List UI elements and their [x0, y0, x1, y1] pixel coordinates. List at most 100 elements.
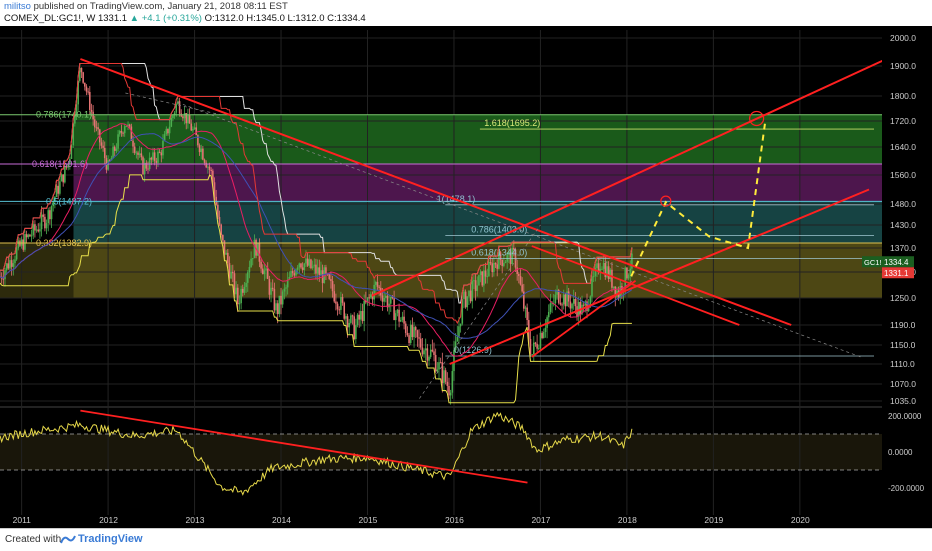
candle-body — [158, 151, 161, 153]
candle-body — [562, 294, 565, 305]
candle-body — [383, 297, 385, 302]
candle-body — [499, 252, 502, 260]
candle-body — [591, 276, 593, 297]
candle-body — [604, 262, 607, 277]
candle-body — [30, 235, 33, 237]
candle-body — [481, 271, 484, 286]
candle-body — [381, 295, 384, 302]
candle-body — [391, 296, 394, 299]
tradingview-brand[interactable]: TradingView — [78, 533, 143, 545]
candle-body — [376, 281, 379, 287]
candle-body — [190, 123, 193, 131]
candle-body — [263, 270, 266, 275]
price-chart[interactable]: 0.786(1740.1) 0.618(1591.6) 0.5(1487.2) 0.3… — [0, 26, 932, 528]
candle-body — [163, 134, 166, 141]
candle-body — [212, 170, 214, 183]
price-tick-8: 1370.0 — [890, 243, 916, 253]
candle-body — [584, 301, 587, 306]
author-link[interactable]: militso — [4, 1, 31, 12]
candle-body — [273, 289, 276, 311]
candle-body — [526, 307, 528, 321]
candle-body — [426, 348, 429, 361]
candle-body — [524, 307, 527, 309]
candle-body — [283, 288, 286, 292]
candle-body — [443, 370, 445, 384]
price-change: +4.1 (+0.31%) — [141, 13, 202, 24]
candle-body — [227, 252, 229, 264]
candle-body — [353, 316, 355, 340]
candle-body — [572, 299, 575, 304]
candle-body — [541, 332, 543, 338]
candle-body — [200, 148, 203, 153]
candle-body — [571, 303, 573, 309]
candle-body — [50, 206, 53, 220]
candle-body — [25, 234, 28, 238]
candle-body — [291, 271, 294, 274]
time-tick-9: 2020 — [791, 515, 810, 525]
candle-body — [70, 145, 73, 160]
candle-body — [132, 140, 134, 147]
candle-body — [69, 159, 71, 164]
candle-body — [403, 316, 405, 324]
candle-body — [404, 323, 407, 334]
candle-body — [57, 185, 60, 194]
candle-body — [147, 168, 149, 170]
last-price-tag-bg — [882, 256, 914, 268]
candle-body — [261, 268, 264, 275]
candle-body — [251, 258, 254, 260]
candle-body — [29, 234, 31, 237]
price-tick-13: 1110.0 — [890, 359, 915, 369]
fib-label-2: 0.5(1487.2) — [46, 196, 92, 206]
candle-body — [52, 201, 55, 207]
candle-body — [323, 267, 326, 284]
chart-header: militso published on TradingView.com, Ja… — [0, 0, 932, 26]
candle-body — [10, 260, 13, 267]
candle-body — [310, 259, 312, 269]
osc-tick-0: 200.0000 — [888, 412, 922, 421]
symbol-tag-bg — [862, 256, 882, 268]
candle-body — [240, 288, 242, 304]
symbol-name[interactable]: COMEX_DL:GC1!, W — [4, 13, 96, 24]
candle-body — [336, 303, 339, 310]
time-tick-6: 2017 — [531, 515, 550, 525]
candle-body — [102, 145, 104, 148]
symbol-tag: GC1! — [864, 258, 882, 267]
fib-label-3: 0.382(1382.9) — [36, 238, 92, 248]
candle-body — [599, 268, 602, 273]
candle-body — [130, 126, 133, 141]
candle-body — [320, 270, 322, 276]
candle-body — [203, 159, 206, 163]
candle-body — [448, 385, 450, 396]
candle-body — [253, 239, 256, 259]
candle-body — [110, 158, 113, 161]
candle-body — [446, 381, 449, 386]
candle-body — [97, 127, 99, 130]
candle-body — [315, 264, 317, 274]
candle-body — [112, 146, 114, 159]
candle-body — [12, 263, 15, 267]
candle-body — [296, 267, 299, 270]
candle-body — [128, 124, 131, 127]
candle-body — [373, 284, 375, 300]
price-tick-15: 1035.0 — [890, 396, 916, 406]
ma-blue — [0, 133, 633, 339]
candle-body — [606, 266, 608, 277]
candle-body — [368, 297, 370, 299]
candle-body — [624, 267, 627, 289]
price-tick-0: 2000.0 — [890, 33, 916, 43]
candle-body — [301, 267, 304, 270]
candle-body — [233, 273, 236, 295]
candle-body — [414, 327, 417, 331]
candle-body — [601, 268, 603, 270]
candle-body — [17, 240, 20, 249]
time-tick-4: 2015 — [359, 515, 378, 525]
price-tick-7: 1430.0 — [890, 220, 916, 230]
candle-body — [493, 262, 495, 273]
candle-body — [351, 315, 354, 317]
candle-body — [92, 111, 94, 120]
candle-body — [408, 335, 410, 344]
candle-body — [60, 174, 63, 182]
candle-body — [117, 134, 119, 149]
candle-body — [582, 304, 585, 306]
candle-body — [313, 264, 316, 267]
